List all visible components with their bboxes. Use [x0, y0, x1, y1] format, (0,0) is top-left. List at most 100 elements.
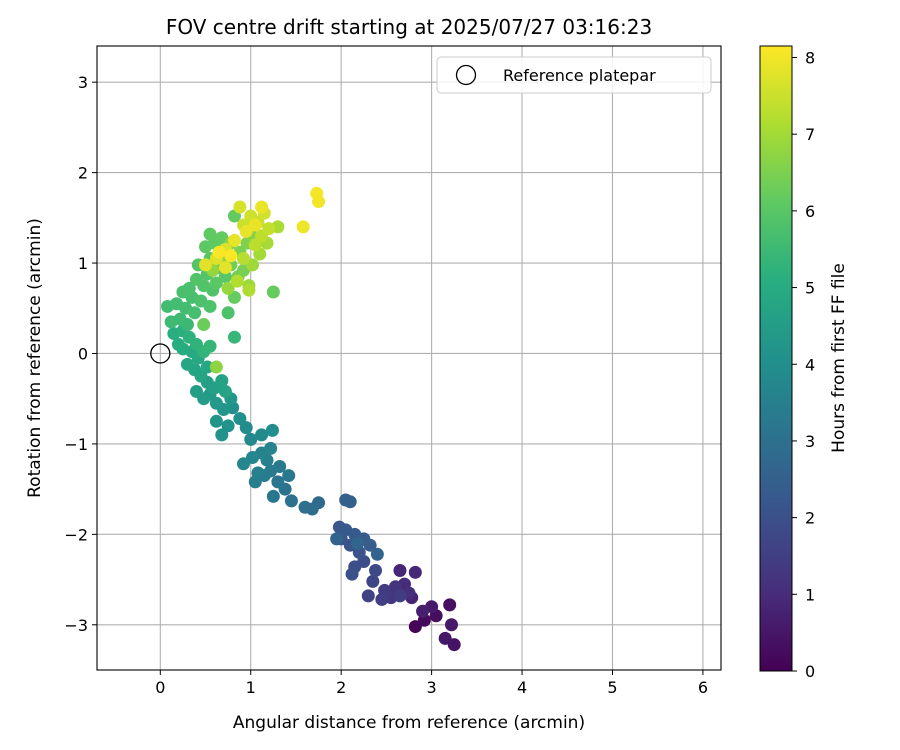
colorbar: 0 1 2 3 4 5 6 7 8 Hours from first FF file [759, 45, 849, 681]
data-point [361, 589, 375, 603]
data-point [189, 384, 203, 398]
data-point [209, 414, 223, 428]
data-point [218, 270, 232, 284]
data-point [246, 450, 260, 464]
data-point [209, 396, 223, 410]
colorbar-tick-label: 7 [805, 125, 815, 144]
data-point [343, 495, 357, 509]
data-point [369, 564, 383, 578]
data-point [215, 374, 229, 388]
data-point [203, 339, 217, 353]
chart-title: FOV centre drift starting at 2025/07/27 … [166, 15, 652, 39]
data-point [330, 532, 344, 546]
data-point [266, 489, 280, 503]
x-tick-label: 3 [427, 678, 437, 697]
data-point [227, 290, 241, 304]
reference-platepar-marker [150, 343, 171, 364]
data-point [248, 218, 262, 232]
colorbar-tick-label: 5 [805, 279, 815, 298]
colorbar-gradient [759, 45, 793, 672]
x-tick-label: 6 [698, 678, 708, 697]
y-axis-label: Rotation from reference (arcmin) [25, 218, 45, 498]
data-point [244, 432, 258, 446]
data-point [445, 618, 459, 632]
scatter-points [161, 186, 461, 652]
colorbar-tick-label: 3 [805, 432, 815, 451]
data-point [171, 337, 185, 351]
y-tick-label: 3 [78, 73, 88, 92]
data-point [182, 281, 196, 295]
x-tick-label: 1 [246, 678, 256, 697]
colorbar-ticks: 0 1 2 3 4 5 6 7 8 [792, 49, 815, 681]
y-tick-label: 0 [78, 344, 88, 363]
colorbar-label: Hours from first FF file [829, 263, 849, 453]
data-point [221, 419, 235, 433]
data-point [227, 330, 241, 344]
data-point [200, 360, 214, 374]
data-point [284, 494, 298, 508]
data-point [264, 441, 278, 455]
data-point [375, 592, 389, 606]
x-axis-label: Angular distance from reference (arcmin) [233, 713, 585, 733]
legend-marker [455, 64, 477, 86]
data-point [224, 249, 238, 263]
data-point [227, 233, 241, 247]
data-point [393, 589, 407, 603]
data-point [212, 245, 226, 259]
colorbar-tick-label: 4 [805, 355, 815, 374]
data-point [438, 631, 452, 645]
data-point [298, 500, 312, 514]
x-tick-label: 5 [607, 678, 617, 697]
y-tick-label: −1 [64, 435, 88, 454]
data-point [233, 200, 247, 214]
legend-label: Reference platepar [503, 66, 656, 85]
data-point [189, 272, 203, 286]
data-point [209, 360, 223, 374]
legend: Reference platepar [436, 56, 712, 94]
data-point [251, 466, 265, 480]
data-point [345, 567, 359, 581]
data-point [408, 565, 422, 579]
data-point [363, 538, 377, 552]
y-tick-label: −3 [64, 616, 88, 635]
data-point [203, 227, 217, 241]
colorbar-tick-label: 1 [805, 585, 815, 604]
legend-box [436, 56, 712, 94]
data-point [443, 598, 457, 612]
y-tick-label: 1 [78, 254, 88, 273]
data-point [242, 283, 256, 297]
data-point [350, 536, 364, 550]
data-point [203, 299, 217, 313]
data-point [188, 306, 202, 320]
data-point [180, 357, 194, 371]
data-point [262, 222, 276, 236]
data-point [408, 620, 422, 634]
grid [97, 46, 721, 670]
data-point [447, 638, 461, 652]
colorbar-tick-label: 8 [805, 49, 815, 68]
data-point [248, 238, 262, 252]
y-tick-label: 2 [78, 164, 88, 183]
data-point [218, 384, 232, 398]
data-point [310, 186, 324, 200]
x-tick-label: 0 [155, 678, 165, 697]
data-point [239, 224, 253, 238]
data-point [209, 276, 223, 290]
data-point [296, 220, 310, 234]
data-point [237, 252, 251, 266]
data-point [271, 475, 285, 489]
y-axis: −3 −2 −1 0 1 2 3 [64, 73, 97, 635]
data-point [282, 469, 296, 483]
plot-frame [96, 45, 722, 671]
data-point [266, 285, 280, 299]
data-point [237, 457, 251, 471]
data-point [199, 258, 213, 272]
data-point [246, 258, 260, 272]
x-axis: 0 1 2 3 4 5 6 [155, 670, 708, 697]
data-point [230, 274, 244, 288]
y-tick-label: −2 [64, 525, 88, 544]
data-point [218, 261, 232, 275]
data-point [197, 318, 211, 332]
data-point [366, 574, 380, 588]
